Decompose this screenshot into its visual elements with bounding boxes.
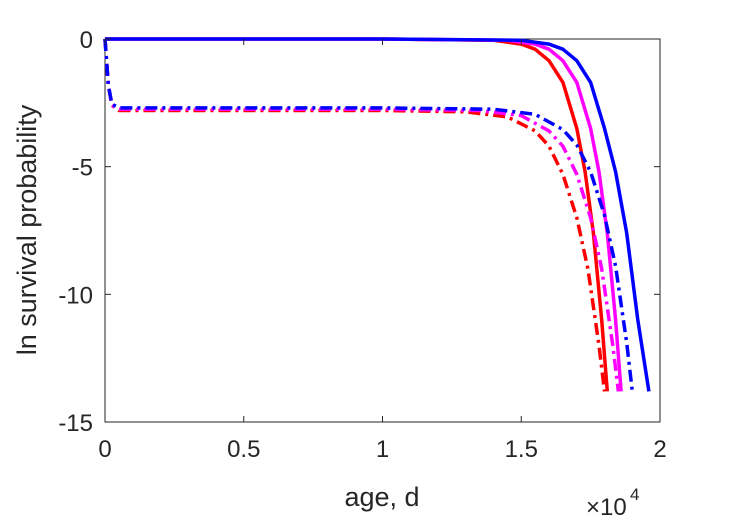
y-tick-label: -10 <box>58 282 93 309</box>
x-exponent-label: ×10 4 <box>586 485 639 521</box>
x-exponent-power: 4 <box>630 485 639 504</box>
y-tick-label: -5 <box>72 155 93 182</box>
x-exponent-base: ×10 <box>586 494 627 521</box>
plot-area: 0 0.5 1 1.5 2 0 -5 -10 -15 <box>58 27 666 463</box>
x-tick-label: 0 <box>98 436 111 463</box>
y-axis-label: ln survival probability <box>12 104 42 355</box>
x-tick-label: 1 <box>376 436 389 463</box>
y-tick-label: -15 <box>58 410 93 437</box>
series-line-6 <box>103 38 635 392</box>
x-axis-label: age, d <box>344 482 419 512</box>
x-tick-label: 2 <box>653 436 666 463</box>
y-tick-label: 0 <box>80 27 93 54</box>
axes-box <box>104 38 661 423</box>
x-tick-label: 0.5 <box>227 436 260 463</box>
ticks-layer: 0 0.5 1 1.5 2 0 -5 -10 -15 <box>58 27 666 463</box>
x-tick-label: 1.5 <box>505 436 538 463</box>
